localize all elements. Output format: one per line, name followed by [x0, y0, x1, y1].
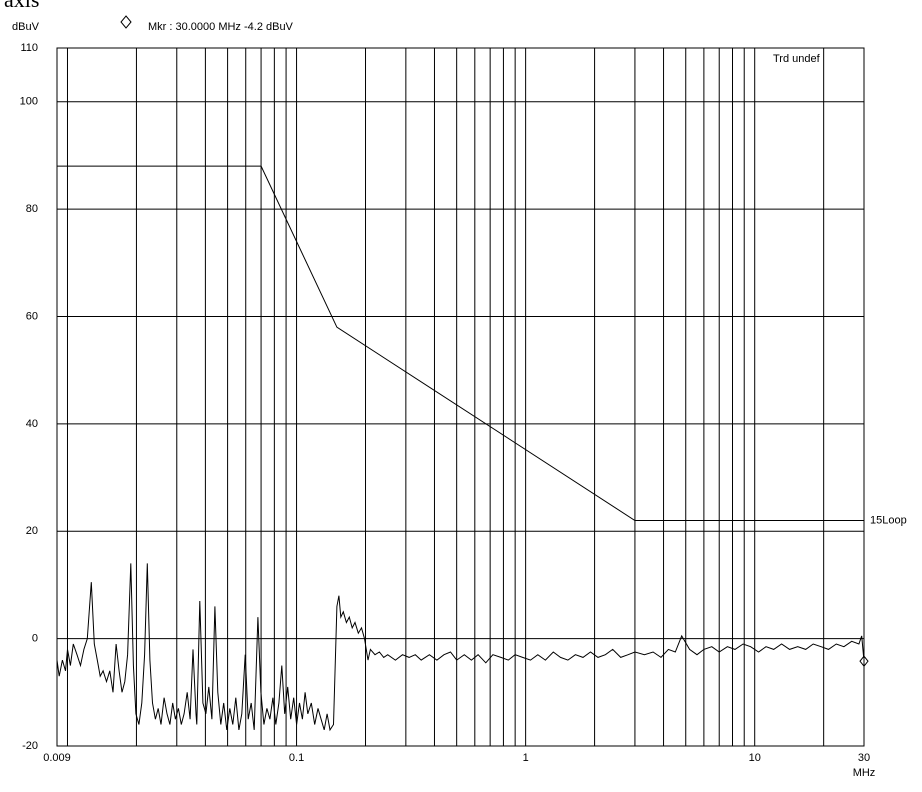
series-label: 15Loop [870, 514, 907, 526]
y-tick-label: 100 [20, 96, 38, 108]
x-tick-label: 10 [749, 752, 761, 764]
y-tick-label: 20 [26, 525, 38, 537]
x-unit: MHz [853, 767, 876, 779]
x-tick-label: 0.1 [289, 752, 304, 764]
series-line [56, 563, 865, 732]
y-tick-label: 60 [26, 310, 38, 322]
y-tick-label: 80 [26, 203, 38, 215]
y-tick-label: 40 [26, 418, 38, 430]
y-unit: dBuV [12, 21, 40, 33]
cropped-caption: axis [4, 0, 39, 12]
plot-frame [56, 47, 865, 747]
trace-label: Trd undef [773, 53, 821, 65]
y-tick-label: 110 [20, 42, 38, 54]
y-tick-label: -20 [22, 740, 38, 752]
series-line [57, 165, 864, 521]
x-tick-label: 1 [523, 752, 529, 764]
marker-icon [120, 15, 132, 29]
x-tick-label: 30 [858, 752, 870, 764]
marker-label: Mkr : 30.0000 MHz -4.2 dBuV [148, 21, 294, 33]
x-tick-label: 0.009 [43, 752, 71, 764]
y-tick-label: 0 [32, 633, 38, 645]
